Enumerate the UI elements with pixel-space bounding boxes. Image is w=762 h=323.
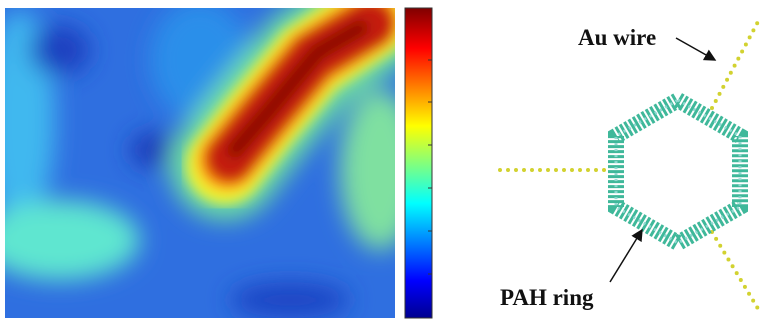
wire-label: Au wire <box>578 25 656 50</box>
au-wires <box>500 18 760 312</box>
colorbar <box>405 8 432 318</box>
figure: Au wire PAH ring <box>0 0 762 323</box>
wire-arrow <box>676 38 715 60</box>
ring-label: PAH ring <box>500 285 594 310</box>
ring-arrow <box>610 230 642 282</box>
heatmap <box>0 0 420 318</box>
pah-ring <box>616 100 740 243</box>
